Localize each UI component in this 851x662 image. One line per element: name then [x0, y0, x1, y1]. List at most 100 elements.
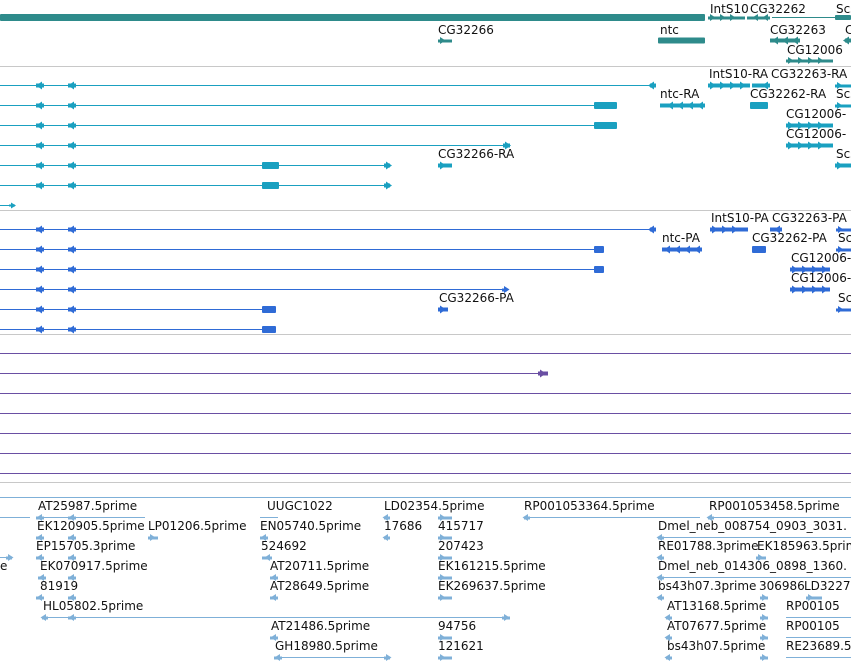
feature-label[interactable]: AT13168.5prime	[667, 599, 767, 613]
exon-block[interactable]	[438, 39, 452, 43]
feature-label[interactable]: EK070917.5prime	[40, 559, 148, 573]
intron-line[interactable]	[0, 353, 851, 354]
feature-label[interactable]: CG32266-PA	[439, 291, 514, 305]
intron-line[interactable]	[42, 617, 510, 618]
intron-line[interactable]	[0, 105, 617, 106]
exon-block[interactable]	[806, 596, 822, 600]
exon-block[interactable]	[790, 267, 830, 272]
exon-block[interactable]	[0, 14, 705, 21]
feature-label[interactable]: AT21486.5prime	[271, 619, 371, 633]
feature-label[interactable]: EK269637.5prime	[438, 579, 546, 593]
feature-label[interactable]: 306986	[759, 579, 805, 593]
feature-label[interactable]: LD3227	[804, 579, 851, 593]
intron-line[interactable]	[0, 269, 604, 270]
intron-line[interactable]	[274, 657, 390, 658]
exon-block[interactable]	[594, 122, 617, 129]
feature-label[interactable]: Sc	[838, 291, 851, 305]
intron-line[interactable]	[0, 289, 507, 290]
exon-block[interactable]	[747, 16, 770, 20]
exon-block[interactable]	[708, 83, 750, 88]
feature-label[interactable]: CG32263	[770, 23, 826, 37]
feature-label[interactable]: C	[845, 23, 851, 37]
intron-line[interactable]	[708, 517, 851, 518]
intron-line[interactable]	[0, 229, 656, 230]
exon-block[interactable]	[438, 596, 452, 600]
exon-block[interactable]	[438, 556, 452, 560]
intron-line[interactable]	[0, 125, 617, 126]
feature-label[interactable]: CG12006	[787, 43, 843, 57]
feature-label[interactable]: GH18980.5prime	[275, 639, 378, 653]
feature-label[interactable]: RP00105	[786, 619, 840, 633]
intron-line[interactable]	[0, 373, 548, 374]
feature-label[interactable]: e	[0, 559, 8, 573]
feature-label[interactable]: 207423	[438, 539, 484, 553]
intron-line[interactable]	[0, 329, 276, 330]
feature-label[interactable]: 524692	[261, 539, 307, 553]
feature-label[interactable]: EK120905.5prime	[37, 519, 145, 533]
feature-label[interactable]: RE01788.3prime	[658, 539, 759, 553]
feature-label[interactable]: ntc-RA	[660, 87, 700, 101]
feature-label[interactable]: CG32263-PA	[772, 211, 847, 225]
intron-line[interactable]	[0, 249, 604, 250]
exon-block[interactable]	[835, 15, 851, 20]
feature-label[interactable]: ntc	[660, 23, 679, 37]
intron-line[interactable]	[0, 453, 851, 454]
intron-line[interactable]	[0, 205, 15, 206]
feature-label[interactable]: Dmel_neb_014306_0898_1360.	[658, 559, 847, 573]
exon-block[interactable]	[262, 162, 279, 169]
exon-block[interactable]	[438, 656, 452, 660]
feature-label[interactable]: HL05802.5prime	[43, 599, 144, 613]
feature-label[interactable]: AT25987.5prime	[38, 499, 138, 513]
intron-line[interactable]	[0, 309, 276, 310]
feature-label[interactable]: AT07677.5prime	[667, 619, 767, 633]
exon-block[interactable]	[752, 246, 766, 253]
feature-label[interactable]: CG32262-RA	[750, 87, 827, 101]
feature-label[interactable]: RP001053458.5prime	[709, 499, 840, 513]
feature-label[interactable]: UUGC1022	[267, 499, 333, 513]
intron-line[interactable]	[786, 657, 851, 658]
feature-label[interactable]: CG12006-	[791, 271, 851, 285]
feature-label[interactable]: CG12006-	[791, 251, 851, 265]
intron-line[interactable]	[658, 537, 851, 538]
intron-line[interactable]	[0, 433, 851, 434]
exon-block[interactable]	[836, 228, 851, 232]
exon-block[interactable]	[836, 308, 851, 312]
intron-line[interactable]	[786, 617, 851, 618]
feature-label[interactable]: Sc	[838, 231, 851, 245]
feature-label[interactable]: EP15705.3prime	[36, 539, 136, 553]
exon-block[interactable]	[438, 636, 452, 640]
feature-label[interactable]: LD02354.5prime	[384, 499, 485, 513]
exon-block[interactable]	[262, 326, 276, 333]
exon-block[interactable]	[835, 84, 851, 88]
exon-block[interactable]	[658, 37, 705, 44]
exon-block[interactable]	[836, 248, 851, 252]
intron-line[interactable]	[772, 17, 835, 18]
feature-label[interactable]: CG32266-RA	[438, 147, 515, 161]
exon-block[interactable]	[708, 16, 745, 20]
feature-label[interactable]: CG32266	[438, 23, 494, 37]
exon-block[interactable]	[662, 247, 702, 252]
feature-label[interactable]: 121621	[438, 639, 484, 653]
intron-line[interactable]	[260, 517, 278, 518]
feature-label[interactable]: IntS10-PA	[711, 211, 769, 225]
intron-line[interactable]	[0, 393, 851, 394]
intron-line[interactable]	[658, 577, 851, 578]
intron-line[interactable]	[0, 413, 851, 414]
feature-label[interactable]: CG32263-RA	[771, 67, 848, 81]
feature-label[interactable]: bs43h07.5prime	[667, 639, 766, 653]
feature-label[interactable]: RP001053364.5prime	[524, 499, 655, 513]
intron-line[interactable]	[0, 497, 851, 498]
feature-label[interactable]: 94756	[438, 619, 477, 633]
exon-block[interactable]	[438, 536, 452, 540]
feature-label[interactable]: EK161215.5prime	[438, 559, 546, 573]
exon-block[interactable]	[594, 246, 604, 253]
feature-label[interactable]: AT28649.5prime	[270, 579, 370, 593]
exon-block[interactable]	[790, 287, 830, 292]
exon-block[interactable]	[438, 576, 452, 580]
feature-label[interactable]: RP00105	[786, 599, 840, 613]
intron-line[interactable]	[0, 185, 390, 186]
intron-line[interactable]	[36, 517, 145, 518]
feature-label[interactable]: 17686	[384, 519, 423, 533]
feature-label[interactable]: bs43h07.3prime	[658, 579, 757, 593]
exon-block[interactable]	[835, 104, 851, 108]
